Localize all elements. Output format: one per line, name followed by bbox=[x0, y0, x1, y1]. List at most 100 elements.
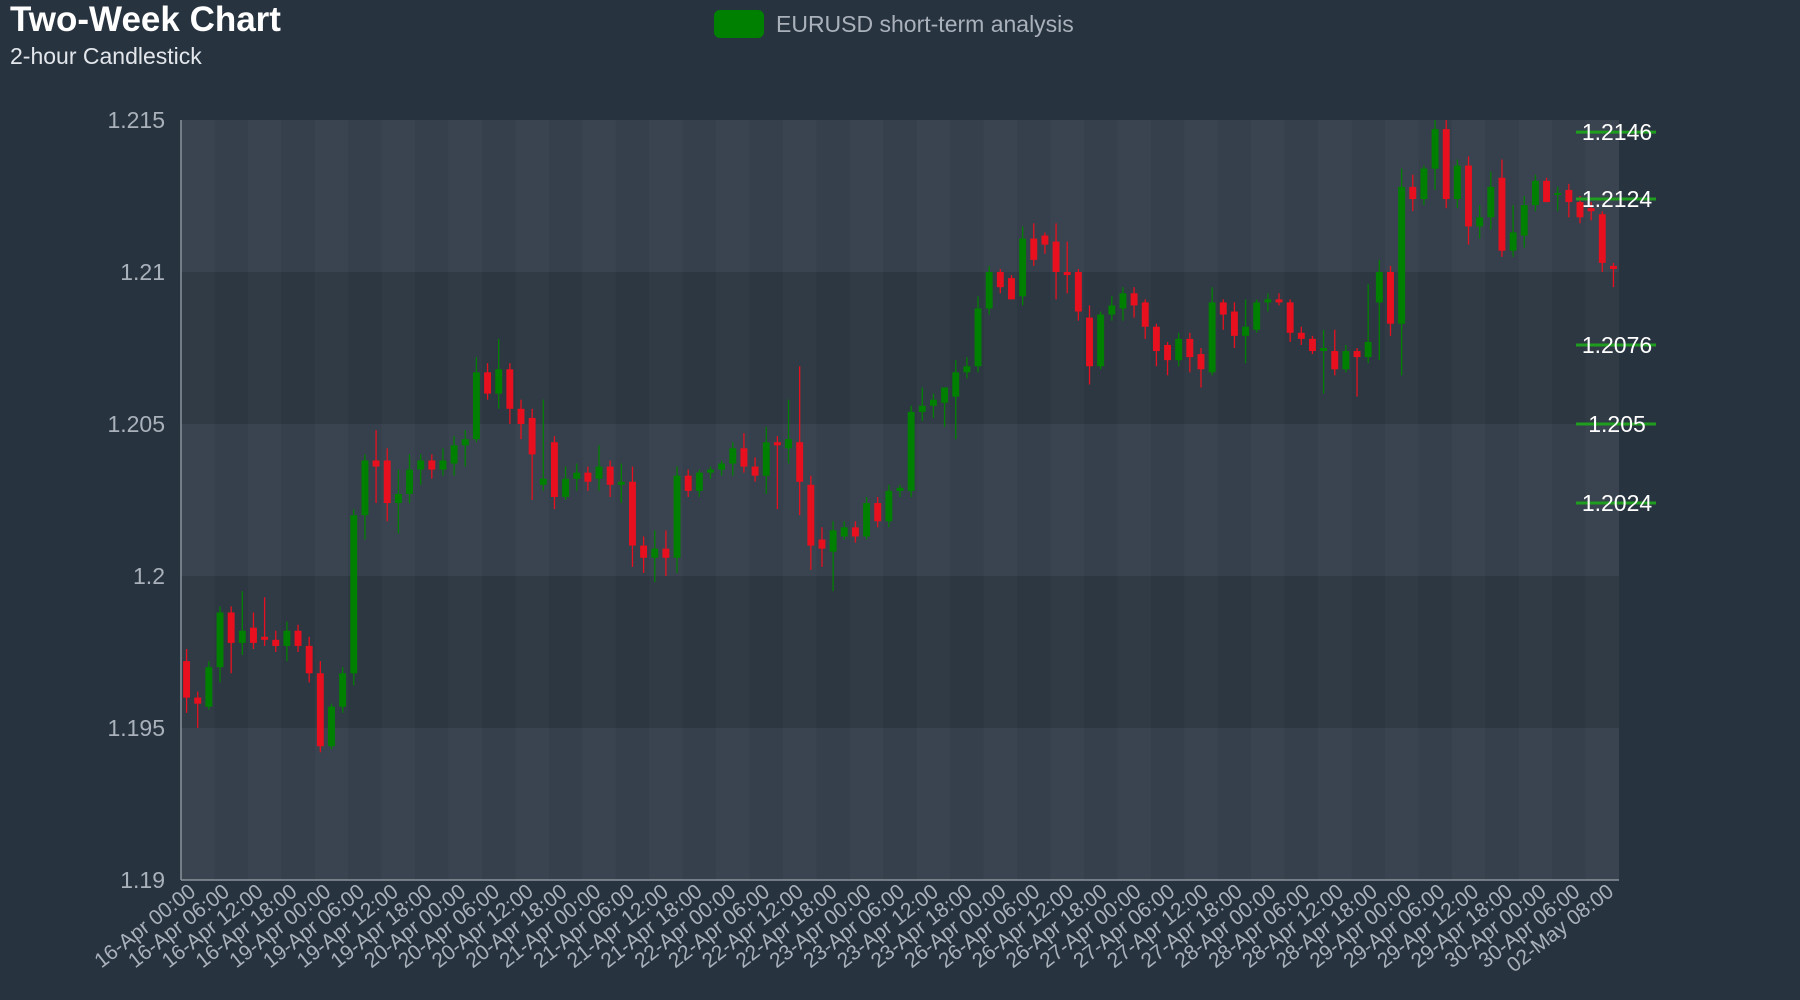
candle-body bbox=[216, 612, 224, 668]
candle-body bbox=[1008, 278, 1015, 300]
candle-body bbox=[495, 369, 503, 394]
candle-body bbox=[963, 366, 971, 373]
plot-stripe bbox=[315, 120, 348, 880]
candle-body bbox=[562, 478, 570, 497]
candle-body bbox=[1509, 232, 1517, 251]
candle-body bbox=[1019, 238, 1027, 297]
candle-body bbox=[350, 515, 358, 674]
candle-body bbox=[1197, 354, 1205, 370]
candle-body bbox=[907, 411, 915, 491]
y-tick-label: 1.2 bbox=[133, 563, 165, 589]
candle-body bbox=[205, 667, 213, 707]
candle-body bbox=[316, 673, 324, 747]
candle-body bbox=[294, 630, 302, 646]
candle-body bbox=[740, 448, 748, 467]
candle-body bbox=[617, 481, 625, 485]
candle-body bbox=[1342, 351, 1350, 370]
candle-body bbox=[1119, 293, 1127, 309]
chart-title: Two-Week Chart bbox=[10, 0, 281, 39]
candle-body bbox=[729, 448, 737, 464]
candle-body bbox=[1565, 189, 1573, 203]
candle-body bbox=[194, 697, 202, 704]
candle-body bbox=[1041, 235, 1049, 245]
candle-body bbox=[1242, 326, 1250, 336]
plot-stripe bbox=[984, 120, 1017, 880]
candle-body bbox=[707, 469, 714, 473]
candle-body bbox=[573, 472, 581, 479]
candle-body bbox=[1175, 338, 1183, 361]
candle-body bbox=[640, 545, 648, 558]
y-tick-label: 1.21 bbox=[120, 259, 165, 285]
candle-body bbox=[1208, 302, 1216, 373]
plot-stripe bbox=[716, 120, 749, 880]
candle-body bbox=[1331, 351, 1339, 370]
candle-body bbox=[383, 460, 391, 504]
candle-body bbox=[1152, 326, 1160, 352]
candle-body bbox=[461, 439, 469, 446]
level-label: 1.2024 bbox=[1582, 490, 1653, 516]
plot-band bbox=[181, 424, 1619, 576]
candle-body bbox=[941, 387, 949, 403]
candle-body bbox=[1420, 168, 1428, 200]
candle-body bbox=[695, 472, 703, 491]
legend-label: EURUSD short-term analysis bbox=[776, 10, 1074, 37]
plot-stripe bbox=[582, 120, 615, 880]
plot-band bbox=[181, 576, 1619, 728]
legend-swatch bbox=[714, 10, 764, 38]
candle-body bbox=[1576, 202, 1584, 218]
candle-body bbox=[372, 460, 380, 467]
candle-body bbox=[1353, 351, 1361, 358]
y-tick-label: 1.195 bbox=[107, 715, 165, 741]
candle-body bbox=[1587, 208, 1595, 212]
plot-stripe bbox=[917, 120, 950, 880]
candle-body bbox=[305, 645, 313, 674]
candle-body bbox=[484, 372, 492, 394]
candle-body bbox=[1108, 305, 1116, 315]
candle-body bbox=[1431, 129, 1439, 169]
candle-body bbox=[361, 460, 369, 516]
y-tick-label: 1.205 bbox=[107, 411, 165, 437]
candle-body bbox=[1086, 317, 1093, 367]
candle-body bbox=[550, 442, 558, 497]
candle-body bbox=[227, 612, 235, 643]
plot-stripe bbox=[1318, 120, 1351, 880]
candle-body bbox=[651, 548, 659, 558]
candle-body bbox=[1465, 165, 1472, 227]
y-tick-label: 1.19 bbox=[120, 867, 165, 893]
candle-body bbox=[1097, 314, 1105, 367]
candle-body bbox=[584, 472, 592, 482]
candle-body bbox=[807, 484, 815, 546]
candle-body bbox=[517, 408, 525, 424]
candle-body bbox=[1531, 180, 1539, 206]
level-label: 1.2146 bbox=[1582, 119, 1652, 145]
legend[interactable]: EURUSD short-term analysis bbox=[714, 10, 1074, 38]
candle-body bbox=[1186, 338, 1194, 358]
plot-stripe bbox=[1117, 120, 1150, 880]
candle-body bbox=[1398, 186, 1406, 324]
candle-body bbox=[1308, 338, 1316, 352]
chart-subtitle: 2-hour Candlestick bbox=[10, 43, 202, 69]
candle-body bbox=[1554, 192, 1562, 195]
candle-body bbox=[1074, 272, 1082, 312]
candle-body bbox=[662, 548, 670, 558]
candle-body bbox=[796, 442, 804, 482]
candle-body bbox=[339, 673, 347, 707]
candle-body bbox=[985, 272, 993, 309]
candle-body bbox=[1476, 217, 1484, 227]
candle-body bbox=[606, 466, 614, 485]
candle-body bbox=[450, 445, 458, 464]
candle-body bbox=[996, 272, 1004, 288]
candle-body bbox=[1297, 332, 1305, 339]
candle-body bbox=[1543, 180, 1550, 203]
candle-body bbox=[829, 530, 837, 552]
candle-body bbox=[528, 417, 536, 455]
candle-body bbox=[250, 627, 257, 643]
candle-body bbox=[472, 372, 480, 440]
candle-body bbox=[1409, 186, 1417, 200]
candle-body bbox=[1320, 348, 1328, 352]
candle-body bbox=[394, 493, 402, 504]
candle-body bbox=[629, 481, 636, 546]
candle-body bbox=[272, 639, 280, 646]
candle-body bbox=[1520, 205, 1528, 236]
